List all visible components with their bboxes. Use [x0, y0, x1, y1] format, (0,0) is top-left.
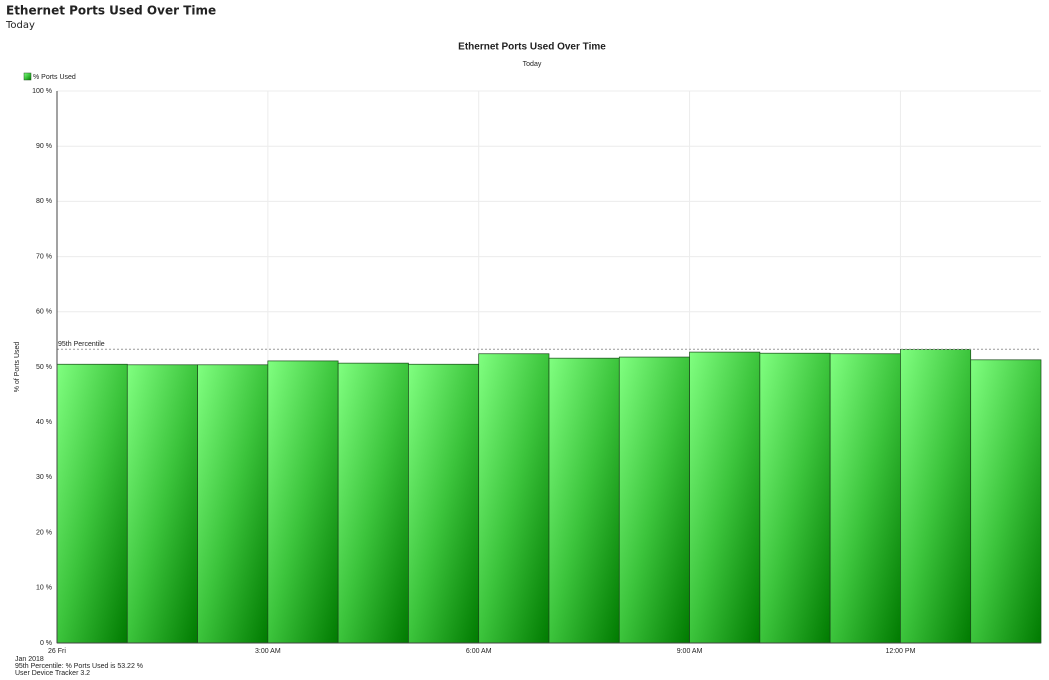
- bar: [759, 352, 831, 644]
- bar: [829, 353, 901, 644]
- bar: [689, 351, 761, 644]
- x-tick-label: 26 Fri: [48, 648, 66, 655]
- bar: [197, 364, 269, 644]
- page-subtitle: Today: [5, 20, 35, 31]
- x-tick-label: 3:00 AM: [255, 648, 281, 655]
- x-sublabel: Jan 2018: [15, 656, 44, 663]
- y-tick-label: 90 %: [36, 143, 52, 150]
- y-tick-label: 20 %: [36, 529, 52, 536]
- x-tick-label: 12:00 PM: [885, 648, 915, 655]
- y-tick-label: 60 %: [36, 309, 52, 316]
- x-tick-label: 6:00 AM: [466, 648, 492, 655]
- bar: [900, 348, 972, 644]
- bar: [126, 364, 198, 644]
- y-tick-label: 40 %: [36, 419, 52, 426]
- bar: [970, 359, 1042, 644]
- y-tick-label: 70 %: [36, 253, 52, 260]
- bar: [337, 362, 409, 644]
- bar: [267, 360, 339, 644]
- chart-title: Ethernet Ports Used Over Time: [458, 42, 606, 53]
- y-tick-label: 10 %: [36, 585, 52, 592]
- chart-subtitle: Today: [523, 61, 542, 68]
- y-tick-label: 100 %: [32, 88, 52, 95]
- bar: [478, 353, 550, 644]
- y-tick-label: 0 %: [40, 640, 52, 647]
- legend-label: % Ports Used: [33, 74, 76, 81]
- bar: [408, 363, 480, 644]
- bar: [618, 356, 690, 644]
- y-axis-label: % of Ports Used: [14, 342, 21, 393]
- x-tick-label: 9:00 AM: [677, 648, 703, 655]
- footnote: User Device Tracker 3.2: [15, 670, 90, 677]
- bar: [548, 357, 620, 644]
- legend-swatch: [23, 72, 32, 81]
- page-title: Ethernet Ports Used Over Time: [6, 4, 216, 18]
- y-tick-label: 80 %: [36, 198, 52, 205]
- reference-label: 95th Percentile: [58, 341, 105, 348]
- y-tick-label: 50 %: [36, 364, 52, 371]
- y-tick-label: 30 %: [36, 474, 52, 481]
- bar: [56, 363, 128, 644]
- footnote: 95th Percentile: % Ports Used is 53.22 %: [15, 663, 143, 670]
